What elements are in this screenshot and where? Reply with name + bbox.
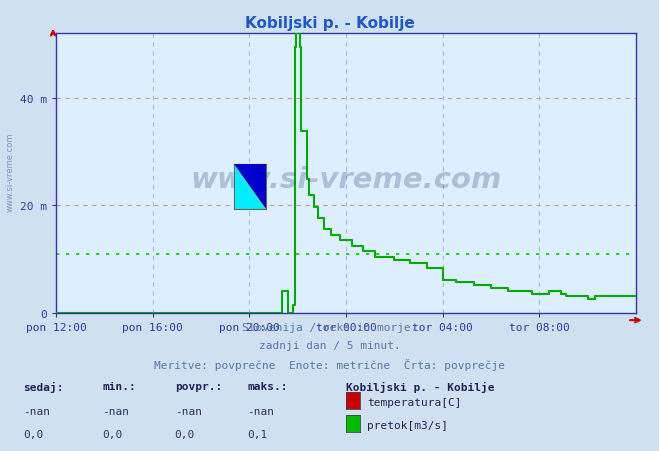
Text: 0,0: 0,0 <box>23 429 43 439</box>
Text: Meritve: povprečne  Enote: metrične  Črta: povprečje: Meritve: povprečne Enote: metrične Črta:… <box>154 359 505 371</box>
Text: zadnji dan / 5 minut.: zadnji dan / 5 minut. <box>258 341 401 350</box>
Text: www.si-vreme.com: www.si-vreme.com <box>190 165 501 193</box>
Text: Kobiljski p. - Kobilje: Kobiljski p. - Kobilje <box>244 16 415 31</box>
Text: Slovenija / reke in morje.: Slovenija / reke in morje. <box>242 322 417 332</box>
Text: -nan: -nan <box>23 406 50 416</box>
Text: 0,0: 0,0 <box>175 429 195 439</box>
Text: Kobiljski p. - Kobilje: Kobiljski p. - Kobilje <box>346 381 494 392</box>
Text: povpr.:: povpr.: <box>175 381 222 391</box>
Text: 0,1: 0,1 <box>247 429 268 439</box>
Text: -nan: -nan <box>247 406 274 416</box>
Text: sedaj:: sedaj: <box>23 381 63 392</box>
Polygon shape <box>234 165 266 210</box>
Text: -nan: -nan <box>102 406 129 416</box>
Text: 0,0: 0,0 <box>102 429 123 439</box>
Text: maks.:: maks.: <box>247 381 287 391</box>
Text: min.:: min.: <box>102 381 136 391</box>
Text: -nan: -nan <box>175 406 202 416</box>
Polygon shape <box>234 165 266 210</box>
Text: temperatura[C]: temperatura[C] <box>367 397 461 407</box>
Text: pretok[m3/s]: pretok[m3/s] <box>367 420 448 430</box>
Text: www.si-vreme.com: www.si-vreme.com <box>5 132 14 211</box>
